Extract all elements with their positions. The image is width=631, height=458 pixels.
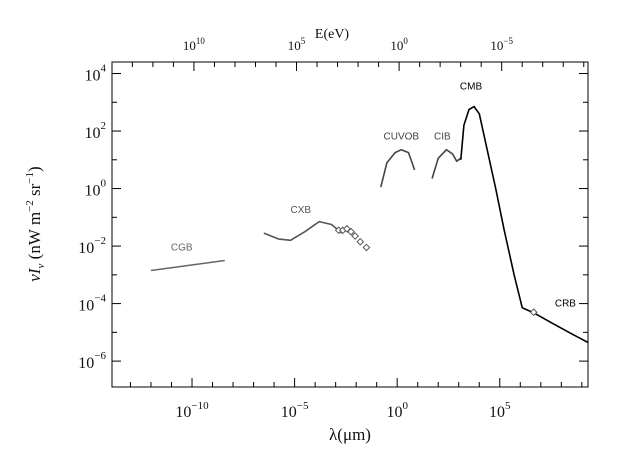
y-axis-title-units-c: ) [25, 166, 44, 172]
x-tick-label-0: 10−10 [175, 400, 209, 421]
y-axis-title-exp-a: −2 [24, 200, 36, 212]
y-tick-label-0: 104 [85, 63, 107, 85]
series-label-cgb: CGB [171, 242, 193, 253]
y-tick-label-5: 10−6 [78, 350, 106, 372]
y-tick-label-4: 10−4 [78, 293, 106, 315]
y-axis-title-units-a: (nW m [25, 212, 44, 264]
top-tick-label-3: 10−5 [490, 36, 513, 53]
marker-crb-0 [529, 308, 538, 317]
y-axis-title-subscript: ν [35, 263, 47, 268]
marker-cxb-5 [356, 237, 365, 246]
series-lines [150, 105, 589, 344]
x-tick-label-2: 100 [386, 400, 408, 421]
data-markers [334, 224, 538, 317]
series-label-cmb: CMB [460, 81, 483, 92]
y-axis-title-exp-b: −1 [24, 172, 36, 184]
x-tick-label-3: 105 [489, 400, 511, 421]
top-axis-title: E(eV) [315, 27, 350, 42]
series-label-cxb: CXB [290, 205, 311, 216]
top-tick-label-2: 100 [390, 36, 408, 53]
top-tick-label-1: 105 [288, 36, 306, 53]
plot-frame [111, 61, 589, 388]
top-tick-label-0: 1010 [183, 36, 206, 53]
y-axis-title-units-b: sr [25, 183, 44, 200]
y-tick-label-3: 10−2 [78, 235, 106, 257]
axis-ticks [112, 62, 588, 387]
y-axis-title: νIν (nW m−2 sr−1) [24, 166, 47, 281]
series-label-cib: CIB [434, 132, 451, 143]
series-line-cgb [150, 259, 225, 272]
series-line-cib [431, 148, 462, 179]
x-axis-title: λ(μm) [329, 425, 371, 444]
series-labels: CGB CXB CUVOB CIB CMB CRB [171, 81, 576, 309]
axis-tick-labels: 10−10 10−5 100 105 1010 105 100 10−5 104 102 100 10… [78, 36, 513, 421]
marker-cxb-6 [362, 243, 371, 252]
series-line-cxb [263, 220, 343, 242]
y-tick-label-1: 102 [85, 120, 107, 142]
marker-cxb-3 [347, 227, 355, 236]
y-tick-label-2: 100 [85, 178, 107, 200]
series-line-cuvob [380, 148, 416, 188]
series-line-crb [521, 307, 589, 344]
series-label-cuvob: CUVOB [384, 132, 420, 143]
y-axis-title-symbol: νI [25, 267, 44, 282]
series-label-crb: CRB [555, 298, 576, 309]
marker-cxb-4 [351, 232, 360, 240]
x-tick-label-1: 10−5 [281, 400, 309, 421]
series-line-cmb [460, 105, 524, 309]
